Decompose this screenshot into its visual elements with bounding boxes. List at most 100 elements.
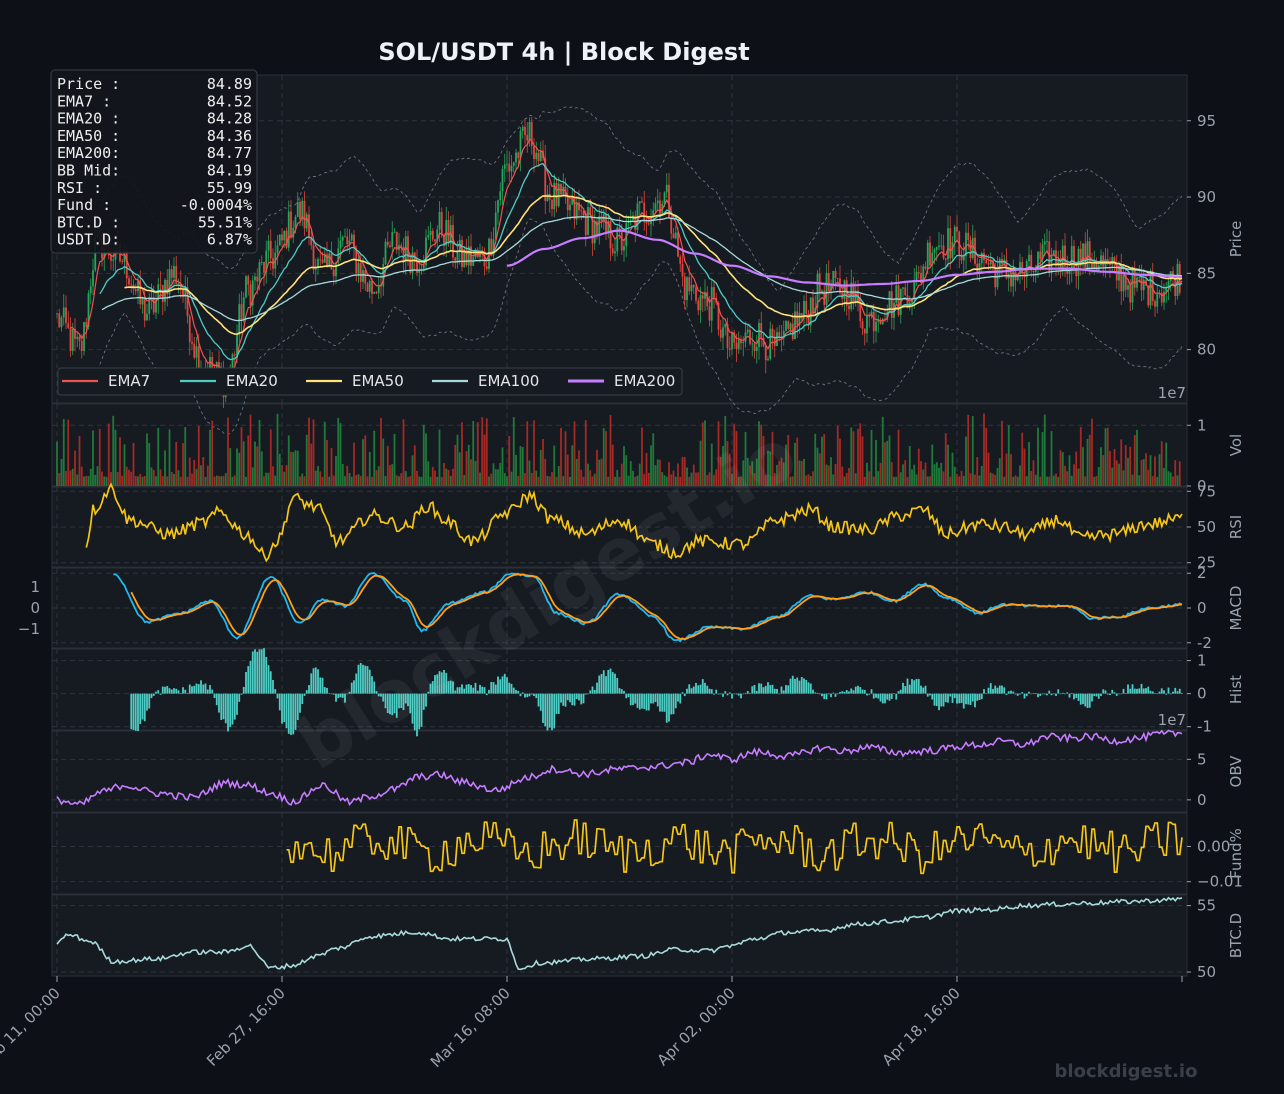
histogram-bar <box>490 682 493 694</box>
volume-bar <box>877 471 880 486</box>
histogram-bar <box>247 666 250 694</box>
volume-bar <box>888 435 891 486</box>
candle-body <box>760 322 763 338</box>
candle-body <box>1156 293 1159 307</box>
histogram-bar <box>816 692 819 694</box>
histogram-bar <box>240 693 243 695</box>
histogram-bar <box>722 693 724 697</box>
candle-body <box>751 343 754 345</box>
candle-body <box>137 280 139 292</box>
volume-bar <box>584 420 587 486</box>
candle-body <box>843 280 846 299</box>
ema50-line <box>124 194 1183 336</box>
volume-bar <box>312 419 315 486</box>
volume-bar <box>699 440 702 486</box>
candle-body <box>240 304 243 320</box>
candle-body <box>1136 277 1138 288</box>
histogram-bar <box>564 693 567 707</box>
panels: 80859095Price1e701Vol255075RSI-202MACD10… <box>18 74 1245 981</box>
candle-body <box>735 342 738 349</box>
candle-body <box>1122 275 1125 292</box>
volume-bar <box>1046 476 1048 486</box>
histogram-bar <box>825 693 828 700</box>
histogram-bar <box>458 687 461 694</box>
axis-label-fund: Fund% <box>1227 828 1245 879</box>
volume-bar <box>926 476 929 486</box>
volume-bar <box>638 463 641 486</box>
histogram-bar <box>1019 693 1021 695</box>
candle-body <box>722 327 724 338</box>
volume-bar <box>1102 455 1105 486</box>
volume-bar <box>634 476 637 486</box>
histogram-bar <box>380 693 382 697</box>
candle-body <box>940 245 943 247</box>
volume-bar <box>159 469 162 486</box>
volume-bar <box>211 420 214 486</box>
volume-bar <box>1014 475 1017 486</box>
volume-bar <box>555 476 558 486</box>
candle-body <box>866 315 868 334</box>
histogram-bar <box>456 687 459 694</box>
volume-bar <box>1082 447 1084 486</box>
candle-body <box>1039 251 1042 260</box>
histogram-bar <box>839 692 841 694</box>
histogram-bar <box>517 690 520 694</box>
volume-bar <box>267 472 270 486</box>
candle-body <box>404 236 407 262</box>
candle-body <box>357 263 360 274</box>
volume-bar <box>503 473 506 486</box>
volume-bar <box>602 428 605 486</box>
histogram-bar <box>600 673 603 694</box>
candle-body <box>501 168 504 192</box>
volume-bar <box>780 457 783 486</box>
volume-bar <box>1059 450 1062 486</box>
candle-body <box>78 336 81 341</box>
histogram-bar <box>1102 689 1105 694</box>
volume-bar <box>582 476 585 486</box>
candle-body <box>409 258 412 273</box>
volume-bar <box>692 464 695 486</box>
volume-bar <box>98 428 101 486</box>
volume-bar <box>488 476 490 486</box>
candle-body <box>762 337 765 347</box>
volume-bar <box>962 475 965 486</box>
histogram-bar <box>920 685 922 694</box>
candle-body <box>782 330 785 339</box>
histogram-bar <box>1086 693 1089 708</box>
left-tick-label: 0 <box>30 599 40 617</box>
volume-bar <box>672 470 675 486</box>
histogram-bar <box>263 648 265 694</box>
histogram-bar <box>411 693 414 724</box>
histogram-bar <box>762 687 765 694</box>
histogram-bar <box>888 693 891 701</box>
candle-body <box>337 248 340 263</box>
tick-label: 80 <box>1197 341 1216 359</box>
histogram-bar <box>778 693 781 695</box>
volume-bar <box>89 468 92 486</box>
volume-bar <box>1093 476 1096 486</box>
volume-bar <box>431 466 434 486</box>
histogram-bar <box>753 684 756 694</box>
legend-label: EMA200 <box>614 372 675 390</box>
volume-bar <box>528 460 531 486</box>
obv-line <box>56 729 1183 807</box>
volume-bar <box>195 468 198 486</box>
histogram-bar <box>276 693 279 699</box>
volume-bar <box>1104 428 1107 486</box>
histogram-bar <box>924 685 927 694</box>
histogram-bar <box>137 693 139 732</box>
volume-bar <box>1154 456 1156 486</box>
volume-bar <box>983 413 985 486</box>
volume-bar <box>393 433 396 486</box>
volume-bar <box>458 452 461 486</box>
candle-body <box>933 249 936 253</box>
volume-bar <box>105 476 108 486</box>
histogram-bar <box>1039 693 1042 696</box>
volume-bar <box>683 457 686 486</box>
histogram-bar <box>663 693 666 712</box>
candle-body <box>94 236 97 271</box>
histogram-bar <box>544 693 547 727</box>
volume-bar <box>141 476 144 486</box>
histogram-bar <box>434 675 436 694</box>
volume-bar <box>1001 420 1003 486</box>
